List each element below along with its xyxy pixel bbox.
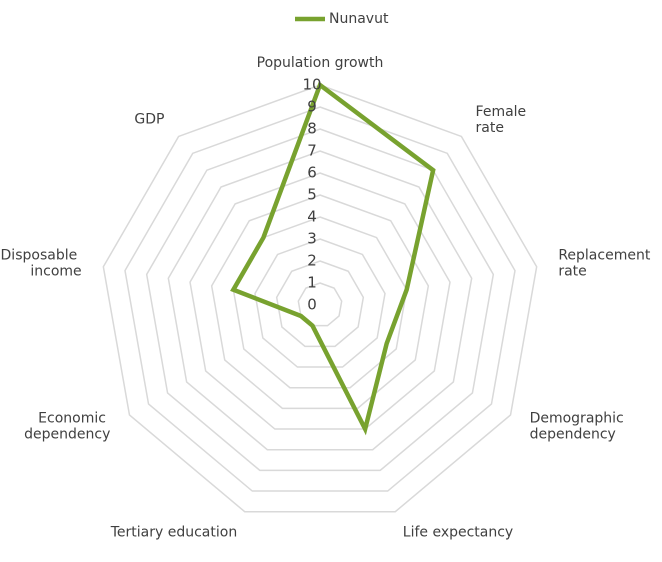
tick-label: 8 [307, 120, 317, 138]
grid-line [210, 194, 430, 410]
series-line [230, 81, 436, 436]
grid-line [102, 84, 538, 513]
axis-label: Life expectancy [403, 524, 513, 540]
tick-label: 9 [307, 98, 317, 116]
axis-label: Replacement rate [558, 247, 654, 279]
tick-label: 7 [307, 142, 317, 160]
axis-label: Economic dependency [24, 410, 110, 442]
tick-label: 3 [307, 230, 317, 248]
tick-label: 4 [307, 208, 317, 226]
tick-label: 0 [307, 296, 317, 314]
grid-line [275, 260, 365, 348]
axis-label: Tertiary education [110, 524, 237, 540]
grid [102, 84, 538, 513]
tick-label: 5 [307, 186, 317, 204]
axis-label: GDP [134, 112, 164, 128]
legend-item: Nunavut [295, 11, 389, 27]
tick-label: 1 [307, 274, 317, 292]
marks [230, 81, 436, 436]
axis-label: Population growth [257, 55, 384, 71]
axis-label: Female rate [476, 104, 531, 136]
axis-label: Demographic dependency [530, 410, 629, 442]
grid-line [124, 106, 516, 492]
grid-line [145, 128, 495, 472]
legend-label: Nunavut [329, 11, 389, 27]
tick-label: 6 [307, 164, 317, 182]
grid-line [189, 172, 451, 430]
grid-line [297, 282, 343, 327]
axis-label: Disposable income [1, 247, 82, 279]
tick-label: 10 [302, 76, 321, 94]
grid-line [254, 238, 386, 368]
grid-line [167, 150, 473, 451]
tick-label: 2 [307, 252, 317, 270]
